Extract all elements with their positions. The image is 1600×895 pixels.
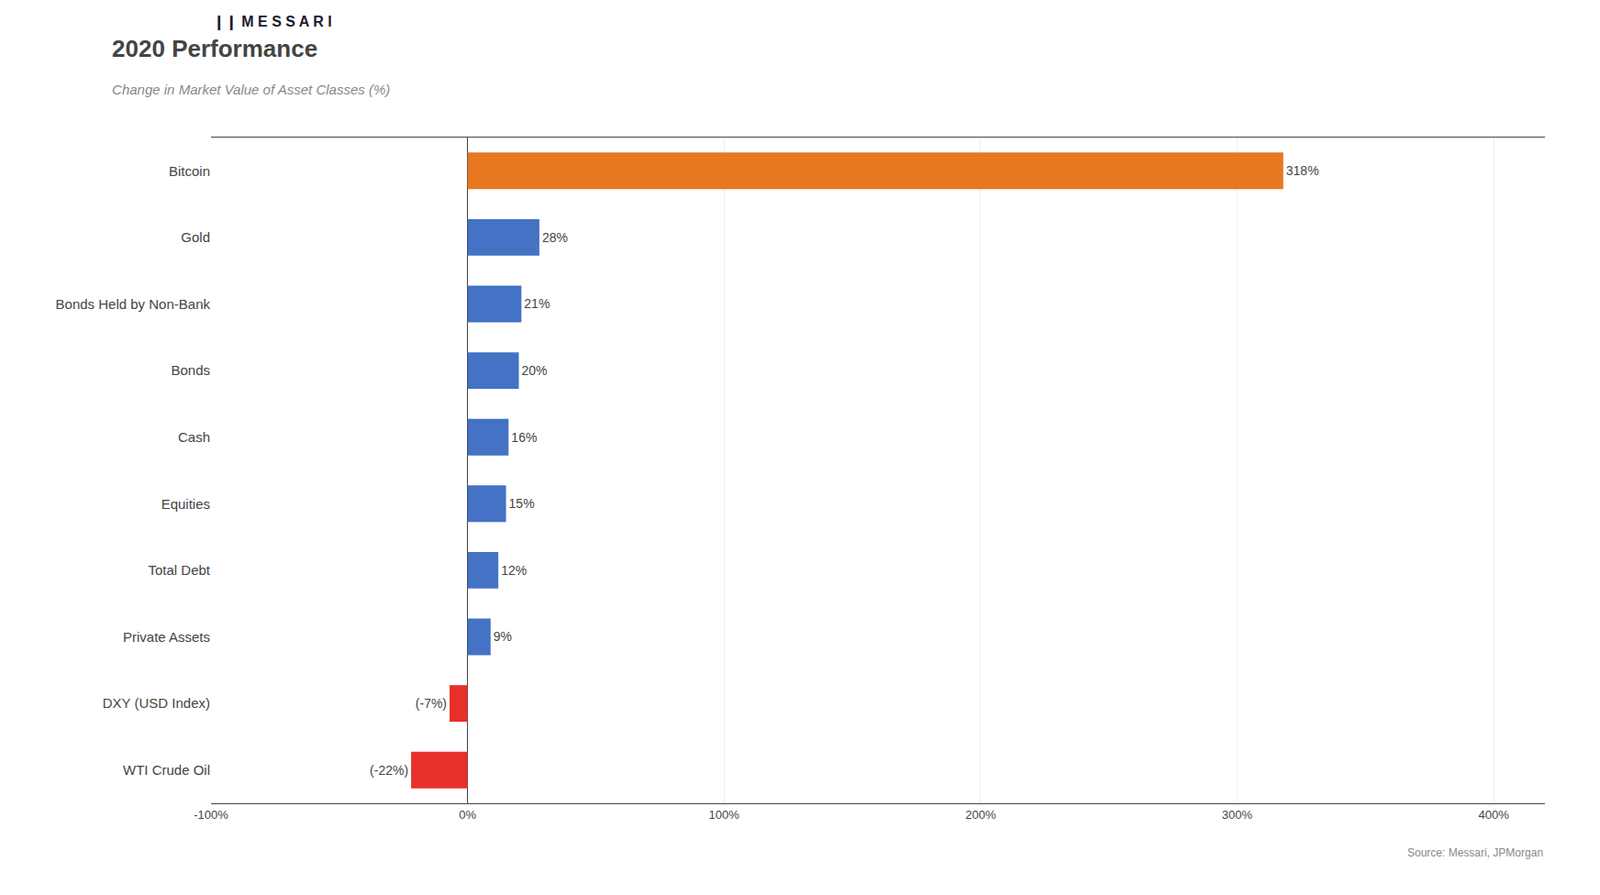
svg-text:2020 Performance: 2020 Performance — [111, 34, 318, 63]
svg-text:21%: 21% — [523, 296, 550, 312]
svg-text:12%: 12% — [500, 563, 527, 578]
svg-text:300%: 300% — [1222, 808, 1254, 823]
svg-text:Cash: Cash — [177, 429, 211, 445]
svg-text:9%: 9% — [493, 629, 512, 645]
svg-text:Source: Messari, JPMorgan: Source: Messari, JPMorgan — [1407, 846, 1544, 860]
svg-text:Total Debt: Total Debt — [147, 562, 211, 578]
svg-text:WTI Crude Oil: WTI Crude Oil — [122, 762, 211, 778]
svg-text:Bitcoin: Bitcoin — [168, 163, 211, 179]
svg-text:-100%: -100% — [193, 808, 229, 823]
svg-text:Private Assets: Private Assets — [122, 629, 211, 645]
svg-text:16%: 16% — [511, 430, 537, 445]
svg-text:318%: 318% — [1286, 163, 1320, 178]
svg-text:Equities: Equities — [161, 496, 211, 512]
svg-text:0%: 0% — [458, 808, 477, 823]
svg-text:❙❙ M E S S A R I: ❙❙ M E S S A R I — [212, 13, 333, 31]
svg-text:Change in Market Value of Asse: Change in Market Value of Asset Classes … — [111, 81, 390, 98]
svg-text:15%: 15% — [509, 496, 535, 512]
svg-text:20%: 20% — [522, 363, 548, 378]
svg-text:Gold: Gold — [180, 229, 211, 245]
svg-text:DXY (USD Index): DXY (USD Index) — [102, 695, 211, 712]
svg-text:(-22%): (-22%) — [369, 763, 409, 778]
svg-text:28%: 28% — [542, 230, 568, 245]
svg-text:100%: 100% — [709, 808, 741, 823]
svg-text:400%: 400% — [1477, 808, 1510, 823]
svg-text:(-7%): (-7%) — [415, 696, 447, 712]
svg-text:Bonds Held by Non-Bank: Bonds Held by Non-Bank — [55, 296, 212, 312]
svg-text:200%: 200% — [965, 808, 997, 823]
svg-text:Bonds: Bonds — [170, 362, 211, 378]
